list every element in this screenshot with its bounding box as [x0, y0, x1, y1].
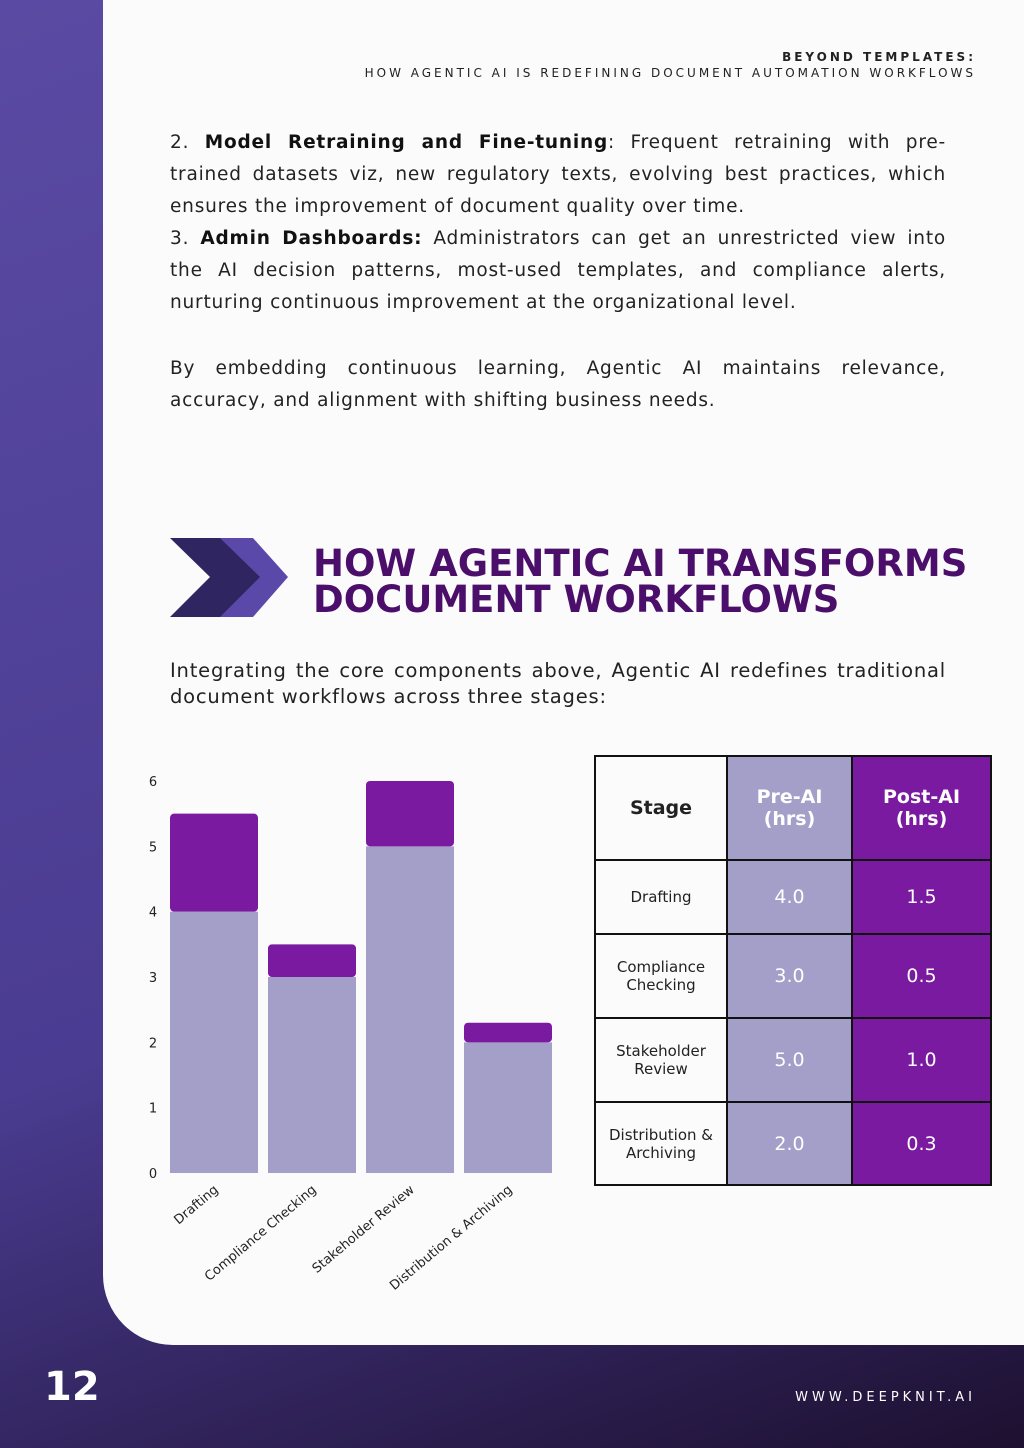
bar-segment	[268, 977, 356, 1173]
header-title: BEYOND TEMPLATES:	[782, 50, 976, 64]
table-cell: 3.0	[726, 933, 853, 1019]
list-item: 2. Model Retraining and Fine-tuning: Fre…	[170, 127, 946, 223]
y-tick-label: 3	[149, 971, 157, 986]
table-cell: 4.0	[726, 859, 853, 935]
y-tick-label: 2	[149, 1036, 157, 1051]
item-number: 2.	[170, 132, 190, 153]
section-heading: HOW AGENTIC AI TRANSFORMS DOCUMENT WORKFL…	[313, 542, 968, 621]
bar-segment	[464, 1022, 552, 1043]
heading-line: HOW AGENTIC AI TRANSFORMS	[313, 542, 968, 585]
bar-segment	[170, 911, 258, 1173]
x-tick-label: Drafting	[171, 1183, 221, 1228]
x-tick-label: Stakeholder Review	[310, 1182, 418, 1276]
item-number: 3.	[170, 228, 190, 249]
table-cell: Compliance Checking	[594, 933, 728, 1019]
bar-segment	[170, 813, 258, 912]
bar-segment	[366, 846, 454, 1173]
x-tick-label: Compliance Checking	[202, 1183, 319, 1285]
table-cell: Stakeholder Review	[594, 1017, 728, 1103]
data-table: Stage Pre-AI (hrs) Post-AI (hrs) Drafting 4…	[594, 755, 992, 1186]
heading-line: DOCUMENT WORKFLOWS	[313, 578, 840, 621]
item-text: Administrators can get an unrestricted v…	[170, 228, 946, 313]
table-header: Stage	[594, 755, 728, 861]
chevron-icon	[170, 538, 288, 617]
bar-segment	[366, 781, 454, 847]
y-tick-label: 1	[149, 1102, 157, 1117]
website: WWW.DEEPKNIT.AI	[795, 1390, 976, 1405]
table-cell: Distribution & Archiving	[594, 1101, 728, 1186]
y-tick-label: 6	[149, 775, 157, 790]
item-title: Model Retraining and Fine-tuning	[204, 132, 609, 153]
table-header: Pre-AI (hrs)	[726, 755, 853, 861]
list: 2. Model Retraining and Fine-tuning: Fre…	[170, 127, 946, 319]
table-cell: 2.0	[726, 1101, 853, 1186]
table-cell: 1.5	[851, 859, 992, 935]
table-cell: 5.0	[726, 1017, 853, 1103]
table-cell: 1.0	[851, 1017, 992, 1103]
table-cell: 0.3	[851, 1101, 992, 1186]
y-tick-label: 4	[149, 906, 157, 921]
item-title: Admin Dashboards:	[200, 228, 423, 249]
y-tick-label: 5	[149, 840, 157, 855]
conclusion: By embedding continuous learning, Agenti…	[170, 358, 946, 411]
table-cell: 0.5	[851, 933, 992, 1019]
y-tick-label: 0	[149, 1167, 157, 1182]
page-number: 12	[44, 1364, 100, 1410]
header-subtitle: HOW AGENTIC AI IS REDEFINING DOCUMENT AU…	[364, 66, 976, 80]
table-header: Post-AI (hrs)	[851, 755, 992, 861]
list-item: 3. Admin Dashboards: Administrators can …	[170, 223, 946, 319]
item-text: : Frequent retraining with pre-trained d…	[170, 132, 946, 217]
intro: Integrating the core components above, A…	[170, 659, 946, 708]
bar-segment	[464, 1042, 552, 1173]
table-cell: Drafting	[594, 859, 728, 935]
bar-segment	[268, 944, 356, 977]
